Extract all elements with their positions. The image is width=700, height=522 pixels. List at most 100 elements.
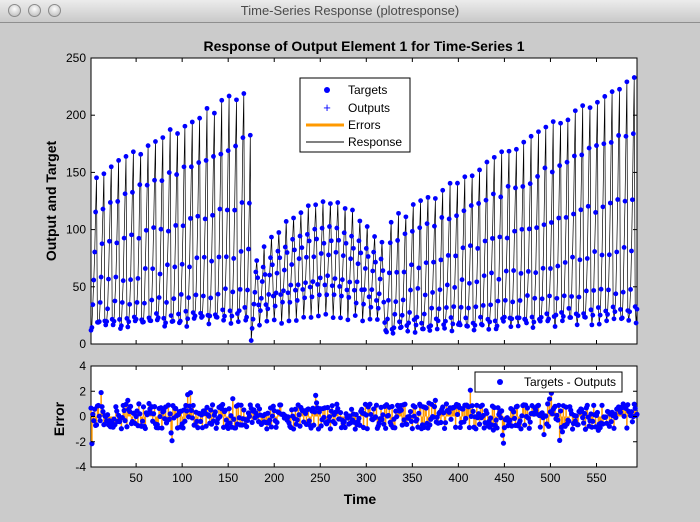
target-point xyxy=(417,225,423,231)
error-point xyxy=(584,402,590,408)
error-point xyxy=(325,404,331,411)
target-point xyxy=(373,259,378,265)
window-title: Time-Series Response (plotresponse) xyxy=(240,3,460,18)
error-point xyxy=(187,390,194,396)
error-point xyxy=(407,408,414,415)
target-point xyxy=(304,254,309,260)
target-point xyxy=(232,207,238,213)
target-point xyxy=(427,328,433,333)
target-point xyxy=(495,298,501,304)
target-point xyxy=(388,219,394,225)
target-point xyxy=(407,310,412,315)
error-point xyxy=(326,414,333,420)
target-point xyxy=(554,295,560,301)
error-point xyxy=(385,412,391,419)
error-point xyxy=(203,423,209,429)
target-point xyxy=(211,154,216,159)
target-point xyxy=(604,318,610,324)
target-point xyxy=(503,268,509,274)
error-point xyxy=(241,407,247,413)
target-point xyxy=(291,215,296,221)
target-point xyxy=(343,240,349,246)
target-point xyxy=(242,305,248,310)
error-point xyxy=(579,406,585,413)
target-point xyxy=(137,182,143,188)
target-point xyxy=(586,145,592,151)
x-axis-label: Time xyxy=(344,491,377,507)
y-tick-label: 200 xyxy=(66,108,86,122)
legend-outputs-marker: + xyxy=(323,100,331,115)
target-point xyxy=(527,181,533,187)
target-point xyxy=(266,292,272,297)
target-point xyxy=(272,303,278,309)
minimize-button[interactable] xyxy=(28,4,41,17)
target-point xyxy=(501,318,506,324)
target-point xyxy=(261,244,267,250)
target-point xyxy=(175,131,180,136)
target-point xyxy=(607,200,613,206)
target-point xyxy=(227,308,233,314)
error-point xyxy=(127,403,134,410)
error-point xyxy=(194,418,200,424)
target-point xyxy=(474,279,480,285)
target-point xyxy=(187,264,192,270)
target-point xyxy=(454,213,459,219)
target-point xyxy=(365,254,371,259)
zoom-button[interactable] xyxy=(48,4,61,17)
target-point xyxy=(406,320,412,326)
target-point xyxy=(414,314,420,320)
target-point xyxy=(357,218,363,224)
target-point xyxy=(294,298,300,303)
target-point xyxy=(425,194,431,200)
error-point xyxy=(526,425,532,431)
target-point xyxy=(575,313,581,319)
target-point xyxy=(202,216,208,222)
target-point xyxy=(327,201,333,207)
target-point xyxy=(463,315,469,321)
error-point xyxy=(591,402,597,408)
target-point xyxy=(297,233,303,239)
target-point xyxy=(401,269,407,275)
error-point xyxy=(318,423,324,429)
target-point xyxy=(481,273,487,279)
target-point xyxy=(319,225,325,231)
target-point xyxy=(432,223,437,229)
target-point xyxy=(374,317,380,322)
target-point xyxy=(211,110,217,116)
x-tick-label: 50 xyxy=(129,471,143,485)
target-point xyxy=(158,226,164,232)
error-point xyxy=(232,425,239,431)
target-point xyxy=(612,309,618,315)
target-point xyxy=(334,225,340,231)
error-point xyxy=(190,402,196,409)
target-point xyxy=(145,143,151,149)
target-point xyxy=(178,292,184,297)
y-axis-label-bottom: Error xyxy=(51,401,67,436)
target-point xyxy=(341,230,347,236)
target-point xyxy=(606,287,611,293)
target-point xyxy=(410,202,416,207)
error-point xyxy=(97,418,103,424)
target-point xyxy=(247,132,253,138)
target-point xyxy=(142,300,147,306)
target-point xyxy=(536,129,541,135)
error-point xyxy=(573,413,579,419)
error-point xyxy=(335,406,341,412)
error-point xyxy=(372,414,379,420)
target-point xyxy=(371,249,377,255)
target-point xyxy=(465,323,470,329)
y-tick-label: 0 xyxy=(79,337,86,351)
target-point xyxy=(576,294,582,300)
target-point xyxy=(151,225,157,231)
error-point xyxy=(519,413,525,419)
target-point xyxy=(471,327,477,333)
error-point xyxy=(157,413,163,420)
error-point xyxy=(352,426,358,432)
target-point xyxy=(478,314,483,320)
error-point xyxy=(188,407,194,413)
target-point xyxy=(521,139,527,145)
close-button[interactable] xyxy=(8,4,21,17)
target-point xyxy=(409,228,415,234)
error-point xyxy=(93,422,100,428)
target-point xyxy=(122,191,128,197)
